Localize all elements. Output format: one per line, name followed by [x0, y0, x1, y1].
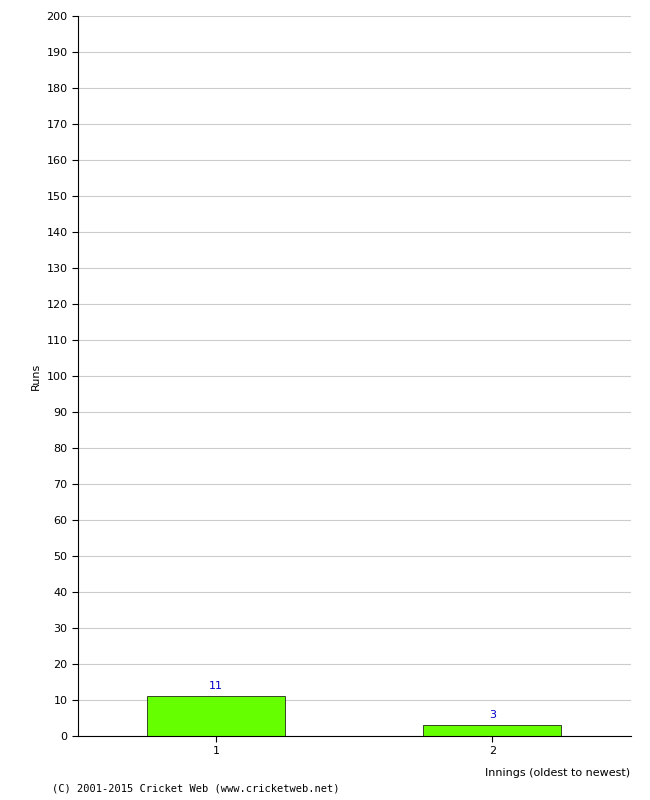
Y-axis label: Runs: Runs	[31, 362, 41, 390]
Text: 3: 3	[489, 710, 496, 720]
Bar	[147, 696, 285, 736]
Text: Innings (oldest to newest): Innings (oldest to newest)	[486, 768, 630, 778]
Text: (C) 2001-2015 Cricket Web (www.cricketweb.net): (C) 2001-2015 Cricket Web (www.cricketwe…	[52, 784, 339, 794]
Text: 11: 11	[209, 681, 223, 691]
Bar	[423, 726, 562, 736]
